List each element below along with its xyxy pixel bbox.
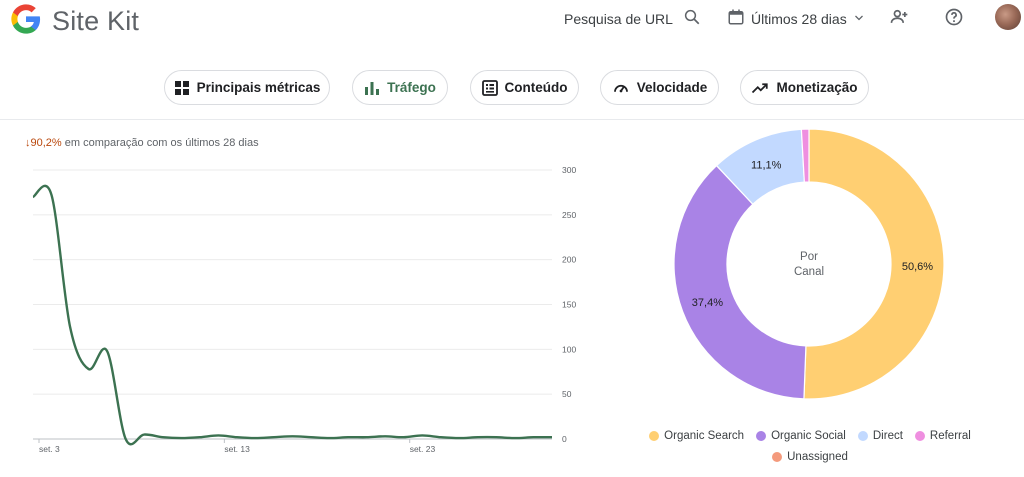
- traffic-line-chart: 0 50 100 150 200 250 300 set. 3 set. 13 set. 23: [32, 165, 576, 454]
- trending-up-icon: [751, 81, 769, 95]
- tab-monetizacao[interactable]: Monetização: [740, 70, 869, 105]
- y-tick-label: 50: [562, 389, 572, 399]
- tab-label: Tráfego: [387, 80, 436, 95]
- donut-slice-referral[interactable]: [800, 128, 810, 183]
- legend-label: Referral: [929, 430, 971, 442]
- calendar-icon: [727, 8, 745, 29]
- change-value: 90,2%: [30, 137, 62, 149]
- donut-center-label: Canal: [794, 266, 824, 278]
- chart-legend: Organic Search Organic Social Direct Ref…: [640, 430, 980, 472]
- legend-label: Organic Social: [771, 430, 846, 442]
- site-kit-logo[interactable]: Site Kit: [10, 3, 139, 40]
- y-tick-label: 250: [562, 210, 576, 220]
- legend-dot: [914, 431, 925, 441]
- legend-dot: [756, 431, 767, 441]
- url-search-button[interactable]: Pesquisa de URL: [564, 8, 701, 29]
- tab-label: Principais métricas: [196, 80, 321, 95]
- legend-label: Organic Search: [664, 430, 745, 442]
- legend-item-direct[interactable]: Direct: [857, 430, 903, 442]
- bar-chart-icon: [364, 80, 380, 96]
- comparison-text: em comparação com os últimos 28 dias: [64, 137, 259, 149]
- date-range-selector[interactable]: Últimos 28 dias: [727, 8, 865, 29]
- comparison-note: ↓90,2% em comparação com os últimos 28 d…: [25, 137, 259, 149]
- help-icon[interactable]: [943, 6, 965, 28]
- legend-item-organic-social[interactable]: Organic Social: [756, 430, 846, 442]
- y-tick-label: 200: [562, 255, 576, 265]
- tab-trafego[interactable]: Tráfego: [352, 70, 448, 105]
- chevron-down-icon: [853, 11, 865, 27]
- google-g-icon: [10, 3, 42, 40]
- divider: [0, 119, 1024, 120]
- y-tick-label: 0: [562, 434, 567, 444]
- avatar[interactable]: [995, 4, 1021, 30]
- add-user-icon[interactable]: [888, 6, 910, 28]
- dashboard-tabs: Principais métricas Tráfego Conteúdo Vel…: [0, 70, 1024, 106]
- y-tick-label: 300: [562, 165, 576, 175]
- speedometer-icon: [612, 79, 630, 97]
- legend-dot: [649, 431, 660, 441]
- legend-item-referral[interactable]: Referral: [914, 430, 971, 442]
- tab-label: Conteúdo: [504, 80, 568, 95]
- content-icon: [481, 79, 498, 96]
- top-bar: Site Kit Pesquisa de URL Últimos 28 dias: [0, 0, 1024, 38]
- slice-label: 50,6%: [902, 261, 933, 273]
- tab-conteudo[interactable]: Conteúdo: [470, 70, 579, 105]
- url-search-label: Pesquisa de URL: [564, 10, 673, 27]
- tab-velocidade[interactable]: Velocidade: [600, 70, 719, 105]
- tab-label: Monetização: [776, 80, 858, 95]
- x-tick-label: set. 3: [39, 444, 60, 454]
- legend-dot: [772, 452, 783, 462]
- date-range-label: Últimos 28 dias: [751, 10, 847, 27]
- legend-label: Direct: [872, 430, 903, 442]
- legend-label: Unassigned: [787, 451, 848, 463]
- donut-slice-organic-social[interactable]: [673, 164, 807, 400]
- donut-slice-organic-search[interactable]: [803, 128, 945, 400]
- arrow-down-icon: ↓: [25, 137, 31, 149]
- donut-center-label: Por: [800, 251, 818, 263]
- channel-donut-chart: 50,6% 37,4% 11,1% Por Canal: [673, 128, 945, 400]
- search-icon: [683, 8, 701, 29]
- x-tick-label: set. 23: [410, 444, 436, 454]
- app-name: Site Kit: [52, 6, 140, 36]
- traffic-series-line: [32, 184, 553, 446]
- y-tick-label: 100: [562, 344, 576, 354]
- legend-item-organic-search[interactable]: Organic Search: [649, 430, 744, 442]
- slice-label: 37,4%: [692, 297, 723, 309]
- tab-principais-metricas[interactable]: Principais métricas: [164, 70, 330, 105]
- grid-icon: [174, 80, 190, 96]
- tab-label: Velocidade: [636, 80, 708, 95]
- legend-dot: [857, 431, 868, 441]
- x-tick-label: set. 13: [224, 444, 250, 454]
- slice-label: 11,1%: [751, 159, 782, 171]
- legend-item-unassigned[interactable]: Unassigned: [772, 451, 848, 463]
- y-tick-label: 150: [562, 300, 576, 310]
